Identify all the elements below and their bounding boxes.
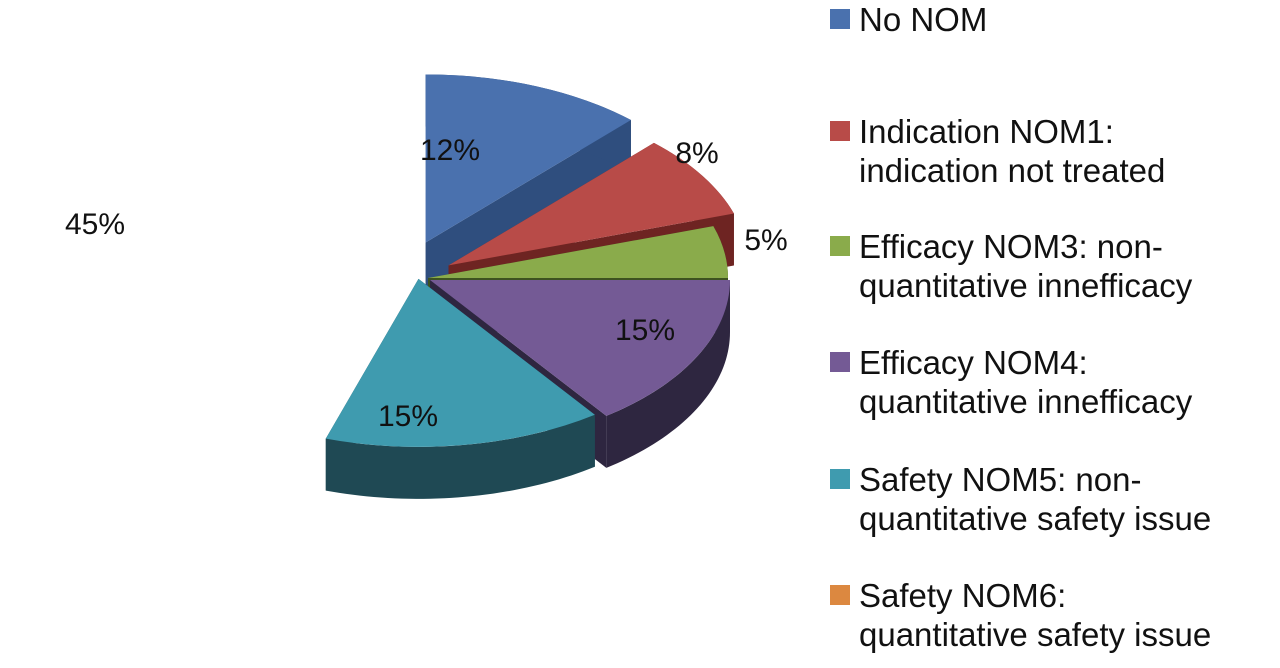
- pie-chart-svg: 12% 8% 5% 15% 15% 45%: [65, 74, 788, 499]
- legend-label-line: quantitative innefficacy: [859, 267, 1193, 304]
- legend-item: Safety NOM6: quantitative safety issue: [830, 576, 1280, 654]
- pie-chart: 12% 8% 5% 15% 15% 45%: [65, 74, 788, 499]
- pie-slice-side: [325, 414, 595, 499]
- legend-label-line: Safety NOM5: non-: [859, 461, 1142, 498]
- legend-item: Indication NOM1: indication not treated: [830, 112, 1280, 190]
- chart-legend: No NOM Indication NOM1: indication not tre…: [830, 0, 1280, 668]
- pie-slice-top: [428, 226, 728, 278]
- legend-label-line: quantitative innefficacy: [859, 383, 1193, 420]
- slice-label: 45%: [65, 208, 125, 241]
- legend-swatch: [830, 121, 850, 141]
- slice-label: 5%: [744, 224, 787, 257]
- pie-slice: [325, 278, 595, 499]
- legend-label-line: Indication NOM1:: [859, 113, 1114, 150]
- legend-swatch: [830, 236, 850, 256]
- pie-slice-top: [425, 74, 631, 243]
- slice-label: 8%: [675, 137, 718, 170]
- pie-slice-top: [448, 142, 734, 266]
- legend-label-line: No NOM: [859, 1, 988, 38]
- pie-slice-top: [430, 280, 730, 416]
- legend-item: Safety NOM5: non-quantitative safety iss…: [830, 460, 1280, 538]
- pie-slice-side: [606, 280, 730, 468]
- pie-slice-top: [325, 278, 595, 447]
- slice-label: 12%: [420, 134, 480, 167]
- legend-swatch: [830, 352, 850, 372]
- slice-label: 15%: [378, 400, 438, 433]
- legend-label: Efficacy NOM3: non-quantitative inneffic…: [859, 227, 1192, 305]
- legend-item: Efficacy NOM4: quantitative innefficacy: [830, 343, 1280, 421]
- legend-label: Safety NOM5: non-quantitative safety iss…: [859, 460, 1211, 538]
- legend-swatch: [830, 9, 850, 29]
- legend-label-line: quantitative safety issue: [859, 500, 1212, 537]
- legend-item: No NOM: [830, 0, 1280, 39]
- legend-item: Efficacy NOM3: non-quantitative inneffic…: [830, 227, 1280, 305]
- legend-swatch: [830, 469, 850, 489]
- legend-label: Indication NOM1: indication not treated: [859, 112, 1165, 190]
- slice-label: 15%: [615, 314, 675, 347]
- legend-label: No NOM: [859, 0, 987, 39]
- legend-label-line: Efficacy NOM4:: [859, 344, 1088, 381]
- legend-label: Safety NOM6: quantitative safety issue: [859, 576, 1211, 654]
- legend-label-line: indication not treated: [859, 152, 1166, 189]
- legend-label-line: quantitative safety issue: [859, 616, 1212, 653]
- legend-label-line: Safety NOM6:: [859, 577, 1067, 614]
- legend-label: Efficacy NOM4: quantitative innefficacy: [859, 343, 1192, 421]
- legend-label-line: Efficacy NOM3: non-: [859, 228, 1163, 265]
- legend-swatch: [830, 585, 850, 605]
